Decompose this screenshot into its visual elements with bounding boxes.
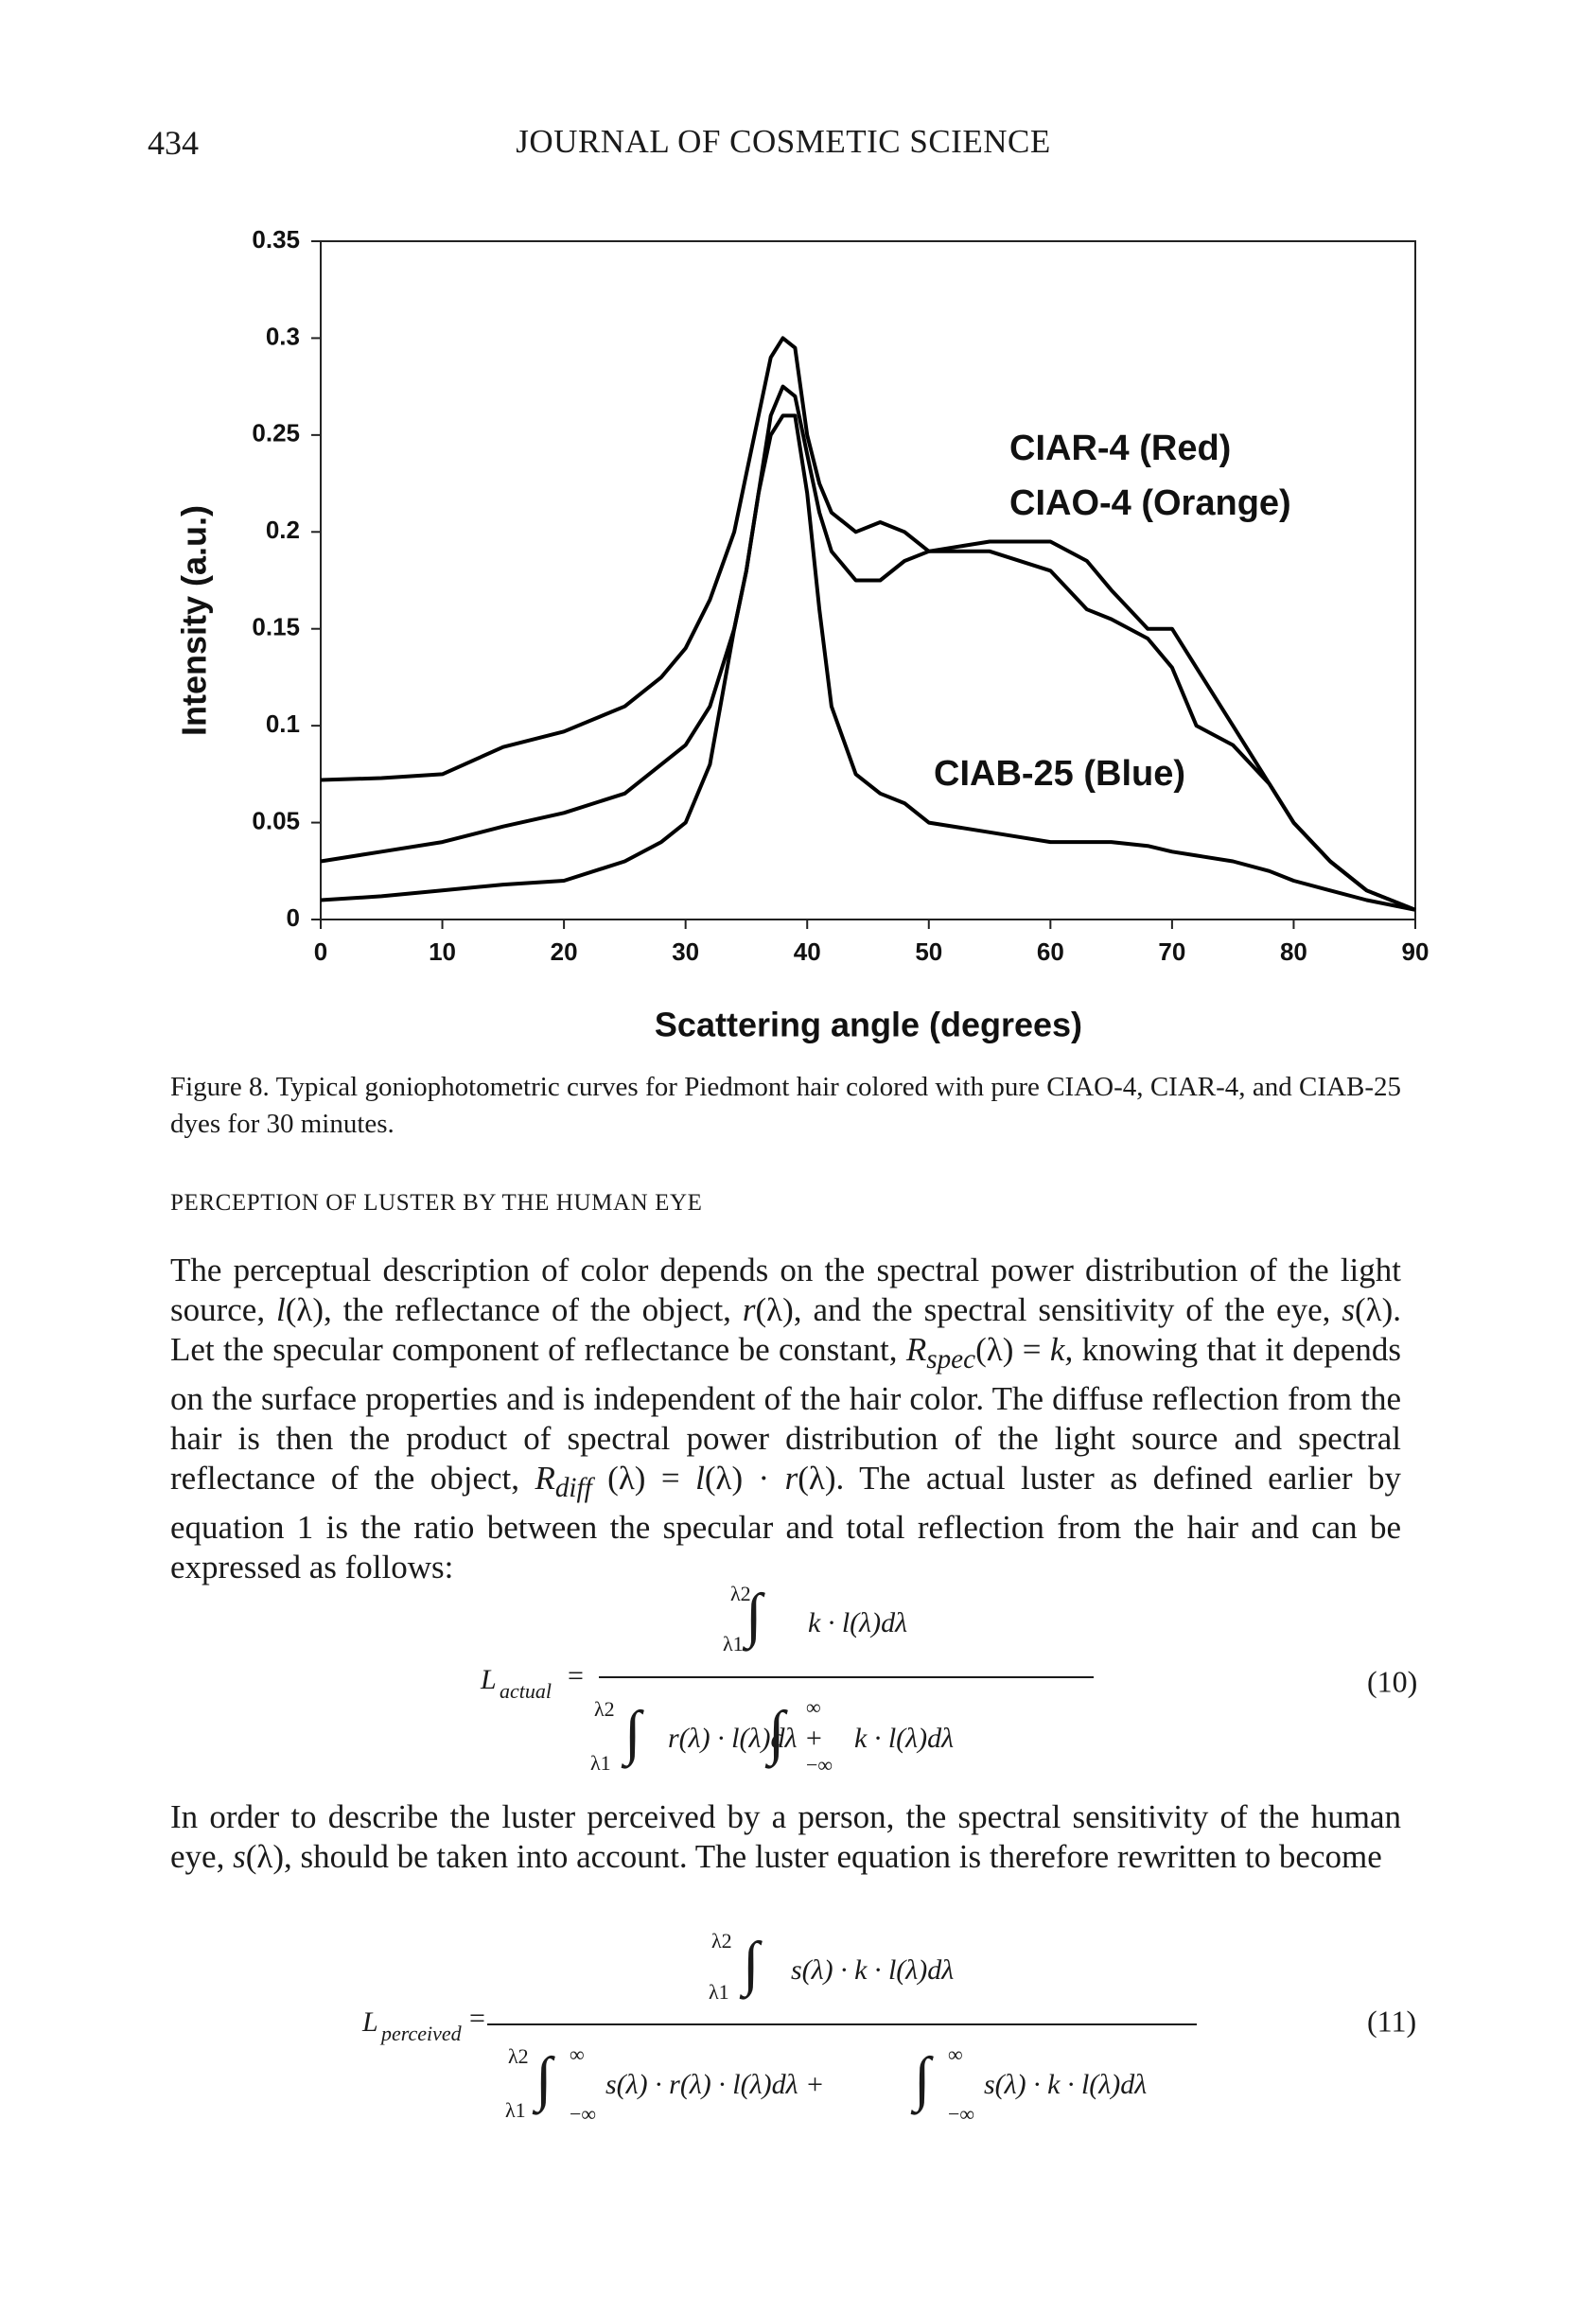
math-subscript: spec xyxy=(926,1344,976,1375)
math: r xyxy=(784,1460,798,1497)
y-tick-label: 0.35 xyxy=(252,225,300,254)
figure-caption: Figure 8. Typical goniophotometric curve… xyxy=(170,1069,1401,1143)
x-tick-label: 80 xyxy=(1280,937,1307,966)
text: (λ), the reflectance of the object, xyxy=(285,1291,743,1328)
x-tick-label: 20 xyxy=(551,937,578,966)
math-subscript: diff xyxy=(554,1473,592,1503)
text: In order to describe the luster perceive… xyxy=(170,1798,1401,1875)
section-heading: PERCEPTION OF LUSTER BY THE HUMAN EYE xyxy=(170,1190,703,1216)
math: R xyxy=(535,1460,555,1497)
eq-limit: λ2 xyxy=(711,1929,732,1953)
plot-frame xyxy=(320,240,1416,920)
text: knowing that it depends on the surface p… xyxy=(170,1331,1401,1497)
paragraph: The perceptual description of color depe… xyxy=(170,1251,1401,1587)
series-label: CIAB-25 (Blue) xyxy=(934,754,1185,794)
eq-limit: ∞ xyxy=(806,1695,821,1719)
eq-lhs: L xyxy=(361,2006,378,2038)
eq-equals: = xyxy=(469,2003,485,2034)
math: l xyxy=(276,1291,286,1328)
eq-limit: ∞ xyxy=(948,2042,963,2066)
caption-text: Typical goniophotometric curves for Pied… xyxy=(170,1072,1402,1139)
text: (λ) = xyxy=(591,1460,696,1497)
math: s xyxy=(1342,1291,1355,1328)
x-tick-label: 0 xyxy=(314,937,327,966)
data-line xyxy=(320,336,1416,912)
eq-limit: −∞ xyxy=(570,2102,596,2126)
y-tick-label: 0 xyxy=(287,903,300,932)
eq-denominator: k · l(λ)dλ xyxy=(854,1723,954,1754)
eq-numerator: k · l(λ)dλ xyxy=(808,1607,907,1638)
eq-numerator: s(λ) · k · l(λ)dλ xyxy=(791,1954,954,1986)
eq-integral: ∫ xyxy=(739,1930,763,2001)
eq-integral: ∫ xyxy=(764,1699,788,1770)
eq-integral: ∫ xyxy=(532,2045,555,2116)
x-axis-title: Scattering angle (degrees) xyxy=(655,1006,1082,1044)
x-tick-label: 40 xyxy=(794,937,821,966)
eq-limit: λ2 xyxy=(594,1697,615,1721)
math: r xyxy=(742,1291,756,1328)
eq-integral: ∫ xyxy=(621,1699,644,1770)
text: The perceptual description of color depe… xyxy=(170,1252,1401,1328)
x-tick-label: 10 xyxy=(429,937,456,966)
eq-lhs-sub: actual xyxy=(500,1679,552,1703)
text: (λ), and the spectral sensitivity of the… xyxy=(755,1291,1342,1328)
y-tick-label: 0.1 xyxy=(266,709,300,738)
y-tick-label: 0.3 xyxy=(266,322,300,350)
eq-limit: λ1 xyxy=(723,1632,744,1655)
y-tick-label: 0.2 xyxy=(266,516,300,544)
text: (λ) · xyxy=(704,1460,785,1497)
eq-lhs: L xyxy=(480,1664,497,1695)
math: s xyxy=(233,1838,246,1875)
eq-limit: λ2 xyxy=(508,2044,529,2068)
text: (λ). The actual luster as defined earlie… xyxy=(170,1460,1401,1585)
journal-title: JOURNAL OF COSMETIC SCIENCE xyxy=(516,123,1051,160)
y-tick-label: 0.05 xyxy=(252,806,300,834)
eq-denominator: r(λ) · l(λ)dλ + xyxy=(668,1723,823,1754)
x-tick-label: 60 xyxy=(1037,937,1064,966)
x-tick-label: 30 xyxy=(672,937,699,966)
eq-limit: −∞ xyxy=(806,1753,833,1777)
paragraph: In order to describe the luster perceive… xyxy=(170,1797,1401,1877)
x-tick-label: 70 xyxy=(1158,937,1185,966)
chart: Intensity (a.u.) Scattering angle (degre… xyxy=(175,225,1429,1044)
eq-integral: ∫ xyxy=(910,2045,934,2116)
eq-integral: ∫ xyxy=(742,1582,765,1653)
eq-limit: λ1 xyxy=(590,1751,611,1775)
text: (λ) = xyxy=(975,1331,1050,1368)
series-label: CIAO-4 (Orange) xyxy=(1009,483,1291,523)
eq-denominator: s(λ) · r(λ) · l(λ)dλ + xyxy=(605,2069,824,2100)
y-tick-label: 0.25 xyxy=(252,419,300,447)
series-label: CIAR-4 (Red) xyxy=(1009,429,1231,468)
math: k, xyxy=(1049,1331,1074,1368)
eq-denominator: s(λ) · k · l(λ)dλ xyxy=(984,2069,1147,2100)
eq-limit: −∞ xyxy=(948,2102,974,2126)
eq-limit: ∞ xyxy=(570,2042,585,2066)
y-axis-title: Intensity (a.u.) xyxy=(175,505,214,736)
y-tick-label: 0.15 xyxy=(252,613,300,641)
text: (λ). Let the specular component of refle… xyxy=(170,1291,1401,1368)
data-line xyxy=(320,384,1416,912)
eq-number: (10) xyxy=(1367,1664,1417,1698)
x-tick-label: 50 xyxy=(915,937,942,966)
data-line xyxy=(320,413,1416,912)
page-number: 434 xyxy=(148,124,199,162)
math: l xyxy=(695,1460,705,1497)
eq-limit: λ1 xyxy=(505,2098,526,2122)
math: R xyxy=(905,1331,927,1368)
eq-lhs-sub: perceived xyxy=(379,2022,463,2045)
eq-limit: λ1 xyxy=(709,1980,729,2004)
eq-equals: = xyxy=(568,1660,584,1691)
x-tick-label: 90 xyxy=(1402,937,1429,966)
caption-label: Figure 8. xyxy=(170,1072,270,1102)
text: (λ), should be taken into account. The l… xyxy=(245,1838,1382,1875)
eq-number: (11) xyxy=(1367,2004,1416,2038)
